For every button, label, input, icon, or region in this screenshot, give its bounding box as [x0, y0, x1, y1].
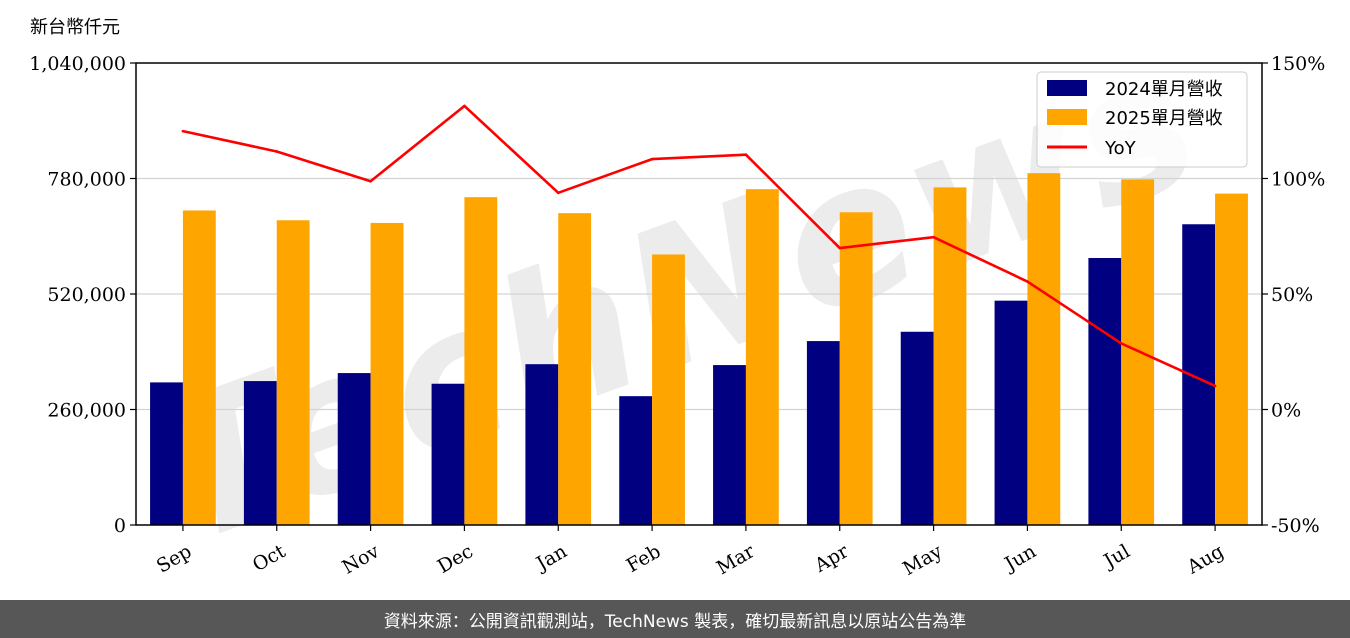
legend-label: 2025單月營收: [1105, 108, 1223, 129]
x-tick-label: May: [899, 540, 946, 580]
y-left-tick-label: 520,000: [47, 284, 126, 306]
x-tick-label: Jun: [999, 540, 1040, 576]
grid: [136, 177, 1262, 411]
yoy-point: [932, 235, 935, 239]
x-tick-label: Mar: [713, 540, 759, 579]
bar-2025: [182, 210, 216, 525]
x-tick-label: Feb: [623, 540, 665, 577]
y-right-tick-label: 0%: [1271, 400, 1301, 422]
footer-text: 資料來源：公開資訊觀測站，TechNews 製表，確切最新訊息以原站公告為準: [383, 611, 967, 632]
y-left-tick-label: 1,040,000: [29, 53, 126, 75]
bar-2024: [337, 373, 371, 525]
bar-2025: [1215, 193, 1248, 525]
y-right-tick-label: -50%: [1271, 515, 1320, 537]
y-left-tick-label: 780,000: [47, 169, 126, 191]
yoy-point: [556, 191, 560, 195]
bar-2024: [806, 341, 840, 525]
bar-2025: [276, 220, 310, 525]
bar-2025: [370, 222, 404, 525]
yoy-point: [650, 157, 654, 161]
y-right-tick-label: 50%: [1271, 284, 1313, 306]
bar-2024: [994, 300, 1028, 525]
legend: 2024單月營收 2025單月營收 YoY: [1036, 71, 1248, 168]
x-tick-label: Aug: [1183, 540, 1228, 579]
x-tick-label: Apr: [810, 540, 853, 577]
legend-label: 2024單月營收: [1105, 79, 1223, 100]
x-tick-label: Dec: [434, 540, 477, 578]
bar-2025: [933, 187, 967, 525]
y-right-tick-label: 100%: [1271, 169, 1325, 191]
chart: TechNews 0260,000520,000780,0001,040,000…: [29, 6, 1325, 587]
bar-2024: [713, 365, 746, 525]
bars: [150, 173, 1248, 526]
bar-2024: [431, 383, 465, 525]
x-tick-label: Jan: [531, 540, 571, 576]
bar-2025: [839, 212, 873, 525]
bar-2025: [558, 213, 592, 525]
legend-swatch: [1047, 80, 1087, 96]
yoy-point: [744, 153, 748, 157]
yoy-line-layer: [181, 104, 1217, 388]
yoy-point: [1026, 280, 1029, 283]
bar-2024: [900, 331, 934, 525]
x-tick-label: Jul: [1099, 540, 1134, 573]
bar-2025: [464, 197, 498, 525]
yoy-point: [1119, 342, 1123, 345]
yoy-point: [838, 246, 842, 250]
legend-swatch: [1047, 109, 1087, 125]
y-left-tick-label: 260,000: [47, 400, 126, 422]
y-right-tick-label: 150%: [1271, 53, 1325, 75]
bar-2024: [619, 396, 653, 525]
yoy-point: [181, 129, 185, 133]
bar-2024: [243, 381, 277, 525]
bar-2025: [745, 189, 779, 525]
yoy-point: [275, 150, 279, 153]
bar-2025: [652, 254, 685, 526]
legend-box: [1036, 71, 1248, 168]
legend-label: YoY: [1104, 138, 1137, 159]
bar-2025: [1027, 173, 1061, 525]
yoy-point: [463, 104, 466, 108]
yoy-line: [182, 104, 1216, 388]
bar-2024: [525, 364, 559, 525]
source-footer: 資料來源：公開資訊觀測站，TechNews 製表，確切最新訊息以原站公告為準: [0, 600, 1350, 638]
y-axis-unit-label: 新台幣仟元: [30, 17, 120, 38]
yoy-point: [369, 179, 372, 183]
bar-2024: [1088, 258, 1122, 525]
yoy-point: [1213, 384, 1217, 388]
y-left-tick-label: 0: [114, 515, 126, 537]
x-tick-label: Nov: [338, 540, 383, 579]
bar-2024: [150, 382, 183, 525]
